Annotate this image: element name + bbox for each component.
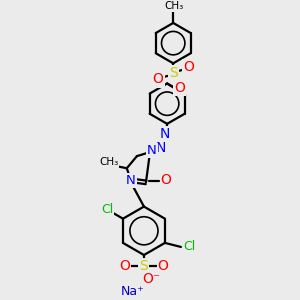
Text: O: O	[161, 173, 172, 187]
Text: N: N	[156, 141, 166, 155]
Text: O: O	[183, 60, 194, 74]
Text: Na⁺: Na⁺	[121, 285, 145, 298]
Text: O: O	[119, 259, 130, 273]
Text: O: O	[158, 259, 169, 273]
Text: O: O	[174, 80, 185, 94]
Text: Cl: Cl	[183, 240, 195, 254]
Text: N: N	[147, 144, 157, 157]
Text: O: O	[153, 73, 164, 86]
Text: O⁻: O⁻	[142, 272, 160, 286]
Text: S: S	[140, 259, 148, 273]
Text: N: N	[126, 174, 136, 187]
Text: CH₃: CH₃	[165, 1, 184, 11]
Text: Cl: Cl	[101, 203, 113, 216]
Text: N: N	[160, 127, 170, 141]
Text: S: S	[169, 66, 178, 80]
Text: CH₃: CH₃	[99, 157, 118, 167]
